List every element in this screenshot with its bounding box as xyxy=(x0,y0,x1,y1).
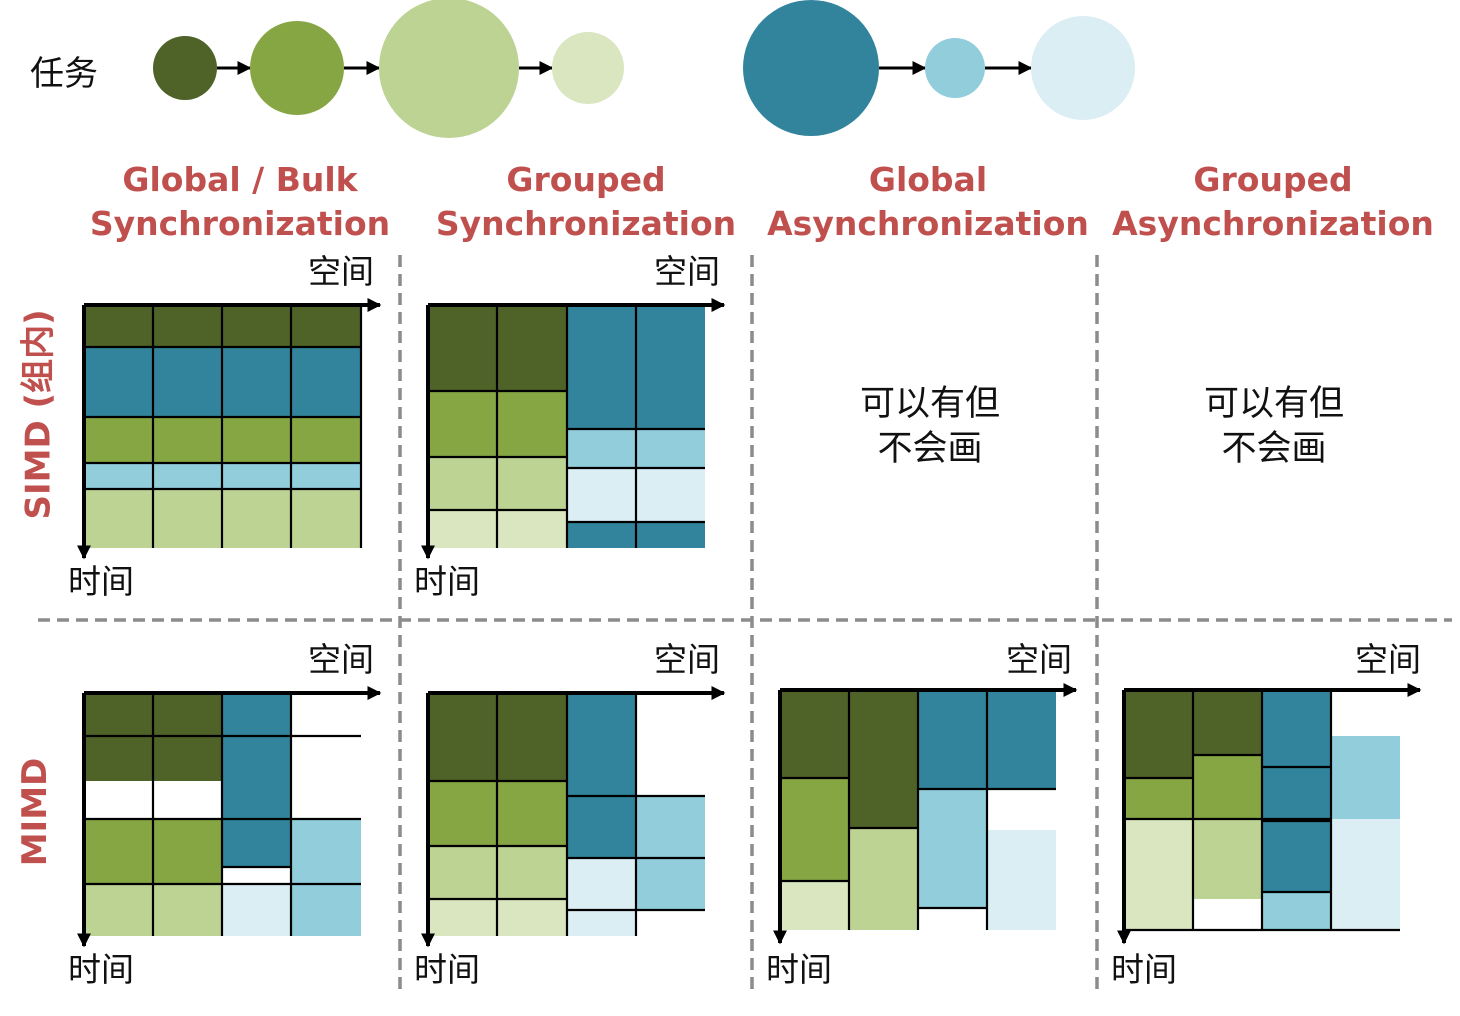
green-task-circle xyxy=(250,21,344,115)
column-title-global-sync: Global / Bulk Synchronization xyxy=(60,158,420,246)
column-title-line1: Global xyxy=(868,160,988,199)
task-block xyxy=(1331,819,1400,930)
space-axis-label: 空间 xyxy=(308,640,374,679)
task-sequence xyxy=(153,0,1135,138)
green-task-circle xyxy=(379,0,519,138)
column-title-grouped-async: Grouped Asynchronization xyxy=(1093,158,1453,246)
row-title-simd: SIMD (组内) xyxy=(18,309,59,520)
task-label: 任务 xyxy=(30,54,98,94)
task-block xyxy=(918,789,987,908)
task-block xyxy=(849,690,918,828)
space-axis-label: 空间 xyxy=(654,252,720,291)
task-block xyxy=(1124,819,1193,930)
panel-mimd-grouped-async xyxy=(1117,683,1422,945)
space-axis-label: 空间 xyxy=(308,252,374,291)
time-axis-label: 时间 xyxy=(766,950,832,989)
task-block xyxy=(567,796,636,858)
column-title-global-async: Global Asynchronization xyxy=(748,158,1108,246)
panel-mimd-grouped-sync xyxy=(421,686,726,948)
task-block xyxy=(567,910,636,936)
task-block xyxy=(291,819,361,936)
task-block xyxy=(567,693,636,796)
note-line2: 不会画 xyxy=(877,429,983,469)
task-block xyxy=(222,884,291,936)
note-global-async: 可以有但 不会画 xyxy=(830,382,1030,472)
green-task-circle xyxy=(153,36,217,100)
column-title-line2: Synchronization xyxy=(89,204,391,243)
column-title-line1: Grouped xyxy=(1193,160,1353,199)
column-title-line2: Synchronization xyxy=(435,204,737,243)
task-block xyxy=(780,690,849,778)
column-title-line1: Grouped xyxy=(506,160,666,199)
task-block xyxy=(222,693,291,867)
note-line1: 可以有但 xyxy=(1203,384,1344,424)
green-task-circle xyxy=(552,32,624,104)
panel-mimd-global-sync xyxy=(77,686,382,948)
task-block xyxy=(1262,690,1331,892)
note-line2: 不会画 xyxy=(1221,429,1327,469)
row-title-mimd: MIMD xyxy=(15,757,55,867)
grid-dividers xyxy=(38,255,1452,990)
time-axis-label: 时间 xyxy=(414,950,480,989)
task-block xyxy=(1193,690,1262,755)
space-axis-label: 空间 xyxy=(1006,640,1072,679)
space-axis-label: 空间 xyxy=(654,640,720,679)
task-block xyxy=(780,778,849,881)
blue-task-circle xyxy=(743,0,879,136)
task-block xyxy=(780,881,849,930)
panels xyxy=(77,298,1422,948)
panel-mimd-global-async xyxy=(773,683,1078,945)
panel-simd-grouped-sync xyxy=(421,298,726,560)
task-block xyxy=(1193,819,1262,899)
task-block xyxy=(1124,778,1193,819)
time-axis-label: 时间 xyxy=(68,950,134,989)
task-block xyxy=(1262,892,1331,930)
time-axis-label: 时间 xyxy=(1111,950,1177,989)
column-title-line1: Global / Bulk xyxy=(122,160,358,199)
time-axis-label: 时间 xyxy=(68,562,134,601)
task-block xyxy=(1124,690,1193,778)
task-block xyxy=(567,858,636,910)
task-block xyxy=(1193,755,1262,819)
space-axis-label: 空间 xyxy=(1355,640,1421,679)
blue-task-circle xyxy=(925,38,985,98)
blue-task-circle xyxy=(1031,16,1135,120)
column-title-grouped-sync: Grouped Synchronization xyxy=(406,158,766,246)
task-block xyxy=(1331,736,1400,819)
column-title-line2: Asynchronization xyxy=(1112,204,1434,243)
task-block xyxy=(636,796,705,910)
panel-simd-global-sync xyxy=(77,298,382,560)
note-line1: 可以有但 xyxy=(859,384,1000,424)
task-block xyxy=(987,830,1056,930)
time-axis-label: 时间 xyxy=(414,562,480,601)
task-block xyxy=(849,828,918,930)
column-title-line2: Asynchronization xyxy=(767,204,1089,243)
note-grouped-async: 可以有但 不会画 xyxy=(1174,382,1374,472)
